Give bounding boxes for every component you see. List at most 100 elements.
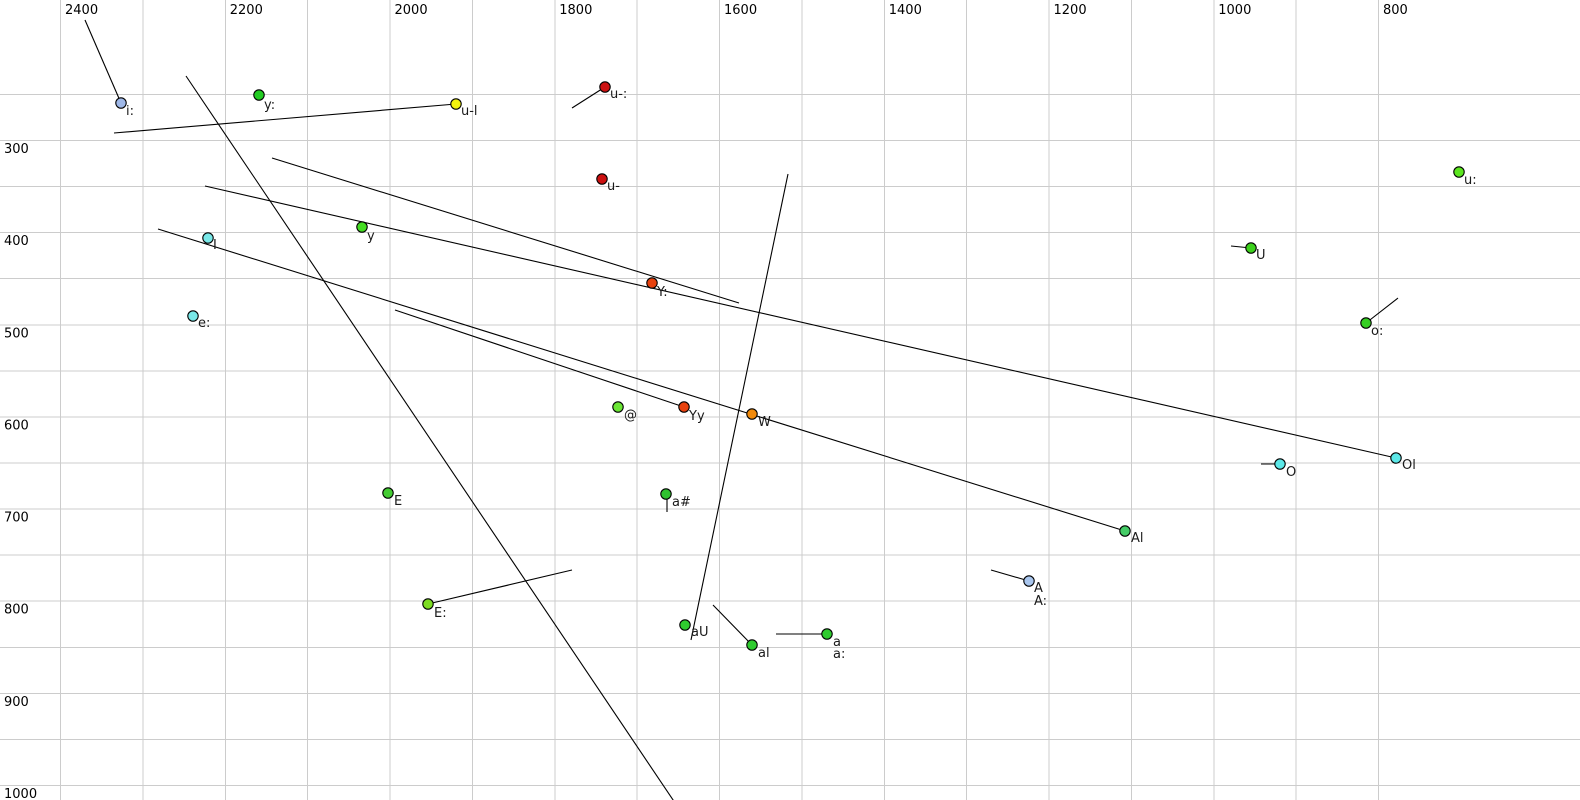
vowel-point[interactable]: E xyxy=(382,487,402,509)
vowel-point[interactable]: W xyxy=(746,408,771,430)
vowel-point[interactable]: aU xyxy=(679,619,709,640)
vowel-marker-dot[interactable] xyxy=(253,89,265,101)
x-axis-tick-label: 1600 xyxy=(724,3,757,18)
vowel-point-label: y xyxy=(367,229,375,244)
vowel-marker-dot[interactable] xyxy=(660,488,672,500)
x-axis-tick-label: 1800 xyxy=(559,3,592,18)
vowel-point[interactable]: U xyxy=(1245,242,1266,263)
vowel-marker-dot[interactable] xyxy=(356,221,368,233)
x-axis-tick-label: 2400 xyxy=(65,3,98,18)
vowel-marker-dot[interactable] xyxy=(1023,575,1035,587)
vowel-point-label: i: xyxy=(126,104,134,119)
grid-minor-horizontal xyxy=(0,93,1580,740)
x-axis-tick-label: 1400 xyxy=(889,3,922,18)
vowel-marker-dot[interactable] xyxy=(422,598,434,610)
y-axis-tick-labels: 300 400 500 600 700 800 900 1000 xyxy=(4,142,37,800)
vowel-point[interactable]: u-l xyxy=(450,98,478,119)
vowel-marker-dot[interactable] xyxy=(746,639,758,651)
vowel-point-label: O xyxy=(1286,465,1296,480)
vowel-point-label: a: xyxy=(833,647,845,662)
vowel-trajectory-line xyxy=(1365,297,1399,324)
vowel-trajectory-line xyxy=(690,173,789,641)
vowel-marker-dot[interactable] xyxy=(596,173,608,185)
grid-major-horizontal xyxy=(0,140,1580,786)
vowel-point[interactable]: A: xyxy=(1034,594,1047,609)
vowel-marker-dot[interactable] xyxy=(1453,166,1465,178)
vowel-point-label: o: xyxy=(1371,324,1383,339)
vowel-marker-dot[interactable] xyxy=(450,98,462,110)
vowel-point[interactable]: I xyxy=(202,232,217,253)
y-axis-tick-label: 900 xyxy=(4,695,29,710)
vowel-marker-dot[interactable] xyxy=(187,310,199,322)
vowel-marker-dot[interactable] xyxy=(646,277,658,289)
vowel-point[interactable]: Ol xyxy=(1390,452,1416,473)
vowel-point-label: A: xyxy=(1034,594,1047,609)
vowel-marker-dot[interactable] xyxy=(202,232,214,244)
vowel-marker-dot[interactable] xyxy=(1119,525,1131,537)
vowel-marker-dot[interactable] xyxy=(1245,242,1257,254)
vowel-trajectory-lines xyxy=(84,19,1399,800)
y-axis-tick-label: 700 xyxy=(4,511,29,526)
grid-major-vertical xyxy=(60,0,1379,800)
vowel-marker-dot[interactable] xyxy=(678,401,690,413)
vowel-point[interactable]: a xyxy=(821,628,841,650)
vowel-point[interactable]: Al xyxy=(1119,525,1144,546)
vowel-point-label: U xyxy=(1256,248,1266,263)
y-axis-tick-label: 800 xyxy=(4,603,29,618)
y-axis-tick-label: 400 xyxy=(4,234,29,249)
vowel-trajectory-line xyxy=(712,604,753,646)
vowel-point[interactable]: a: xyxy=(833,647,845,662)
vowel-point[interactable]: i: xyxy=(115,97,134,119)
vowel-point[interactable]: al xyxy=(746,639,770,661)
vowel-point[interactable]: Y: xyxy=(646,277,668,300)
vowel-point-label: a# xyxy=(672,495,691,510)
vowel-marker-dot[interactable] xyxy=(382,487,394,499)
vowel-point[interactable]: a# xyxy=(660,488,691,510)
vowel-point[interactable]: Yy xyxy=(678,401,705,424)
vowel-marker-dot[interactable] xyxy=(1274,458,1286,470)
vowel-marker-dot[interactable] xyxy=(679,619,691,631)
vowel-marker-dot[interactable] xyxy=(599,81,611,93)
y-axis-tick-label: 1000 xyxy=(4,787,37,800)
vowel-point[interactable]: o: xyxy=(1360,317,1384,339)
vowel-marker-dot[interactable] xyxy=(821,628,833,640)
vowel-data-points[interactable]: i: y: u-l u-: u-u: Iy Ue: o: Y: @ Yy W O Ol E a# Al AA: E:… xyxy=(115,81,1477,662)
y-axis-tick-label: 500 xyxy=(4,326,29,341)
vowel-point[interactable]: E: xyxy=(422,598,447,621)
vowel-point-label: u-: xyxy=(610,87,627,102)
vowel-point[interactable]: y: xyxy=(253,89,275,113)
x-axis-tick-label: 1000 xyxy=(1218,3,1251,18)
vowel-point[interactable]: u- xyxy=(596,173,620,194)
y-axis-tick-label: 300 xyxy=(4,142,29,157)
vowel-trajectory-line xyxy=(394,309,685,408)
vowel-trajectory-line xyxy=(204,185,1397,459)
vowel-marker-dot[interactable] xyxy=(1360,317,1372,329)
vowel-trajectory-line xyxy=(571,86,606,109)
vowel-point-label: u-l xyxy=(461,104,478,119)
vowel-point-label: u- xyxy=(607,179,620,194)
vowel-marker-dot[interactable] xyxy=(1390,452,1402,464)
x-axis-tick-label: 800 xyxy=(1383,3,1408,18)
vowel-point-label: y: xyxy=(264,98,275,113)
vowel-point-label: a xyxy=(833,635,841,650)
vowel-trajectory-line xyxy=(990,569,1030,582)
vowel-point[interactable]: e: xyxy=(187,310,211,331)
vowel-point[interactable]: u-: xyxy=(599,81,628,102)
vowel-marker-dot[interactable] xyxy=(115,97,127,109)
vowel-point-label: E: xyxy=(434,606,447,621)
vowel-point[interactable]: @ xyxy=(612,401,637,423)
vowel-trajectory-line xyxy=(157,228,1126,532)
vowel-point[interactable]: y xyxy=(356,221,375,244)
vowel-point[interactable]: O xyxy=(1274,458,1296,480)
vowel-marker-dot[interactable] xyxy=(612,401,624,413)
y-axis-tick-label: 600 xyxy=(4,418,29,433)
vowel-point-label: Y: xyxy=(656,285,668,300)
vowel-point-label: W xyxy=(758,415,771,430)
vowel-point[interactable]: u: xyxy=(1453,166,1477,188)
vowel-trajectory-line xyxy=(427,569,573,605)
vowel-trajectory-line xyxy=(113,103,457,134)
vowel-point[interactable]: A xyxy=(1023,575,1043,596)
vowel-marker-dot[interactable] xyxy=(746,408,758,420)
